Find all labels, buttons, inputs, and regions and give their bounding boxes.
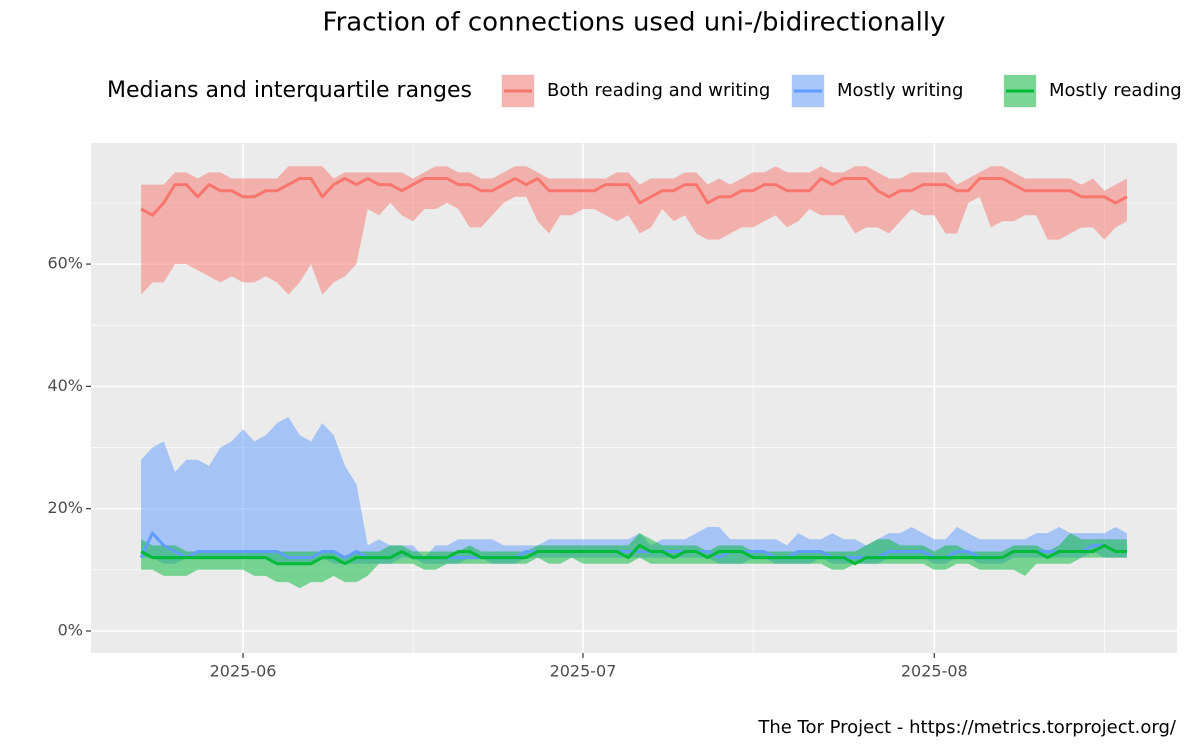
median-line [140,177,1128,217]
iqr-ribbon [141,166,1127,295]
legend-label: Mostly reading [1049,80,1182,101]
y-tick-label: 20% [47,498,83,517]
legend-label: Both reading and writing [547,80,770,101]
legend-label: Mostly writing [837,80,963,101]
y-tick-label: 40% [47,376,83,395]
x-tick-label: 2025-07 [550,662,617,681]
x-tick-label: 2025-06 [210,662,277,681]
y-tick-label: 60% [47,254,83,273]
caption: The Tor Project - https://metrics.torpro… [757,717,1177,738]
legend-title: Medians and interquartile ranges [107,78,472,103]
median-line [140,543,1127,566]
y-tick-label: 0% [58,620,83,639]
x-tick-label: 2025-08 [901,662,968,681]
chart-title: Fraction of connections used uni-/bidire… [323,8,946,38]
iqr-ribbon [141,533,1127,589]
